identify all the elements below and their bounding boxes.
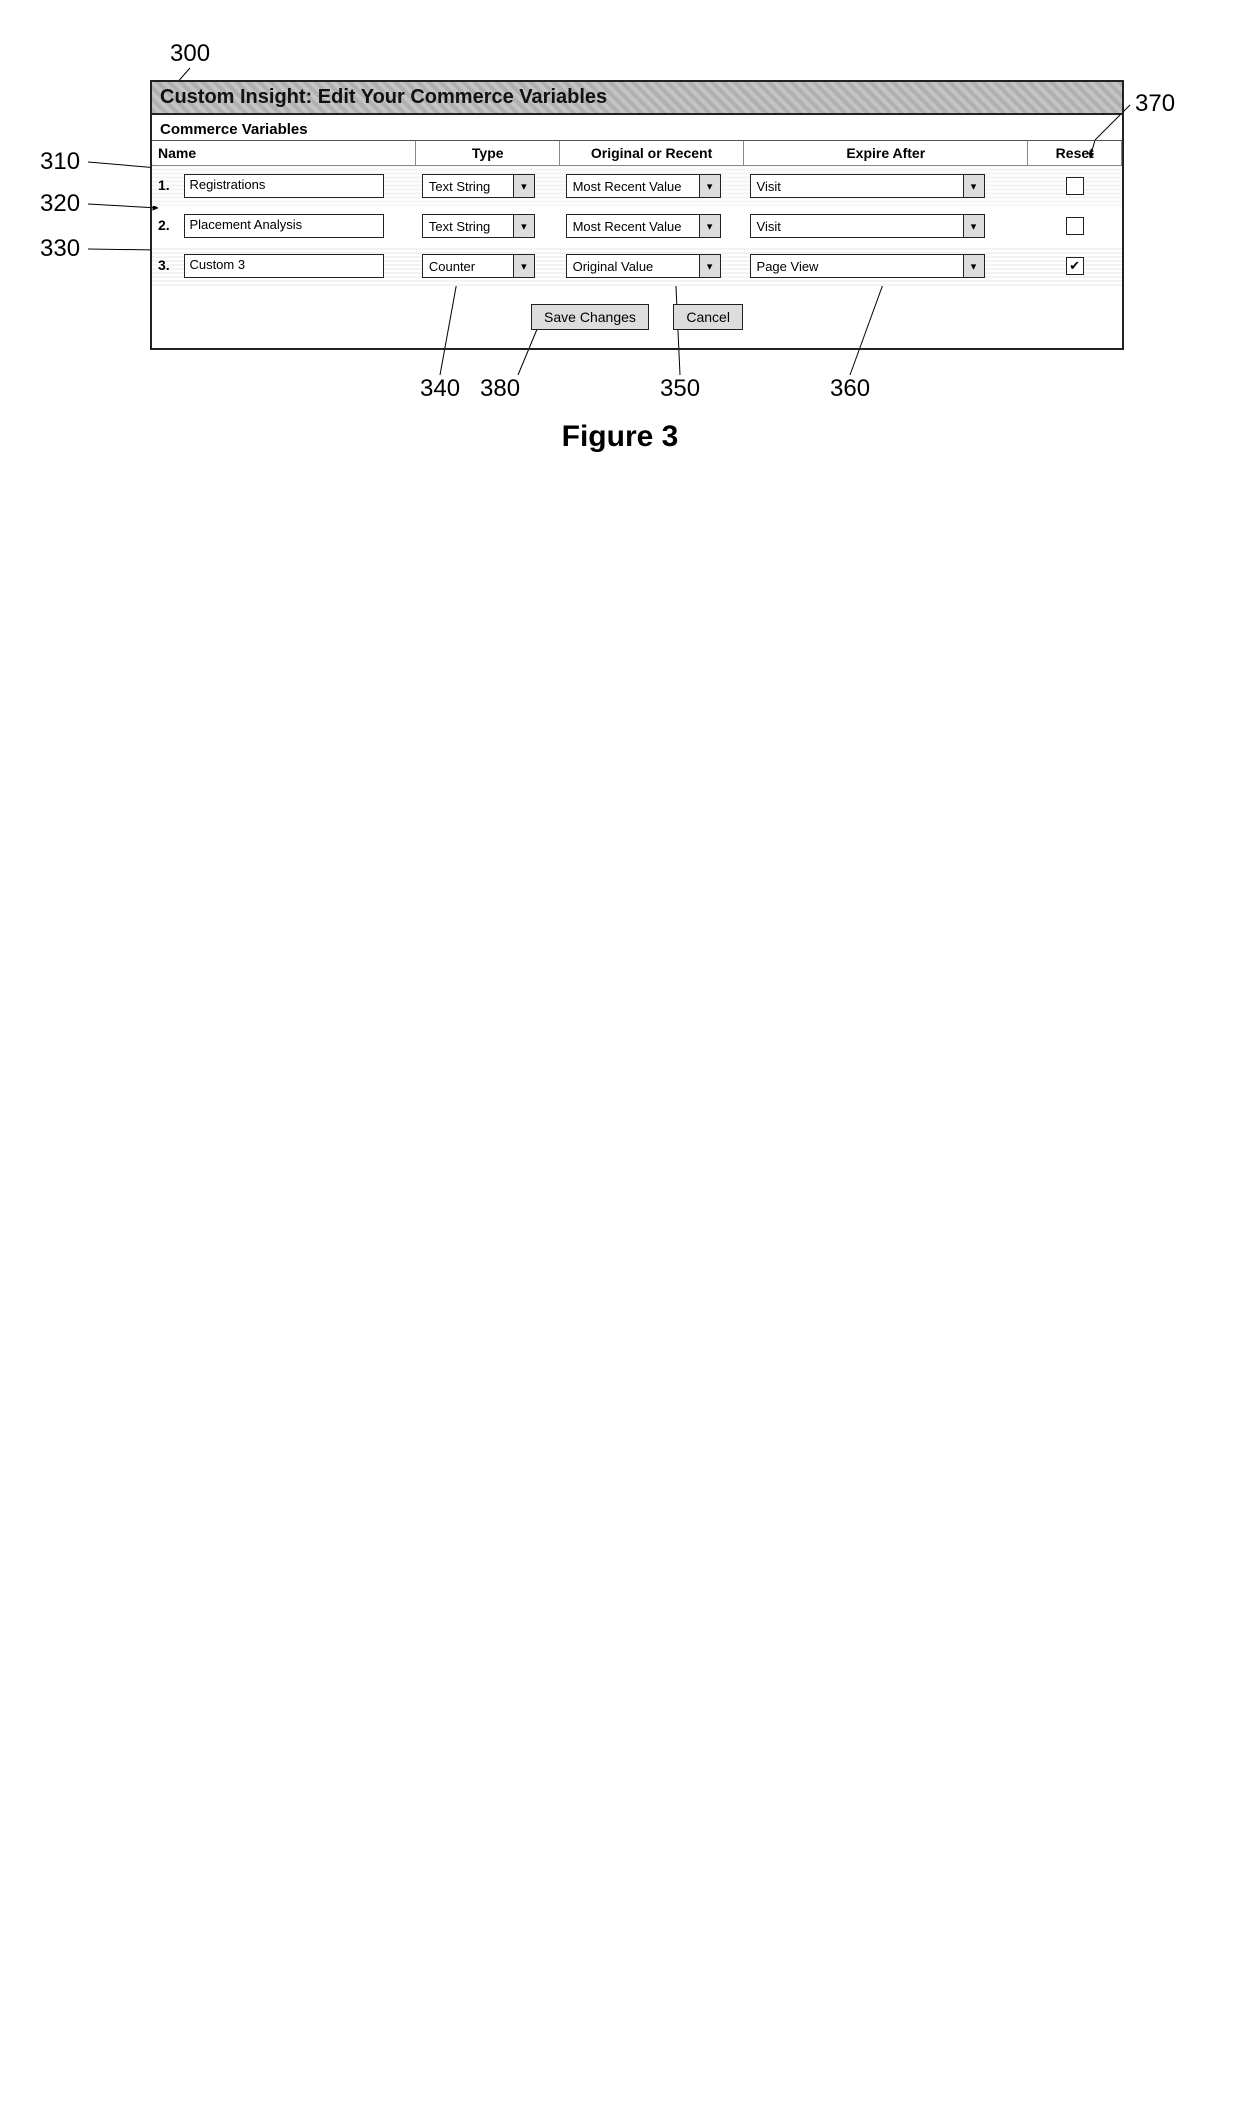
cancel-button[interactable]: Cancel — [673, 304, 743, 330]
chevron-down-icon: ▾ — [513, 215, 534, 237]
chevron-down-icon: ▾ — [513, 255, 534, 277]
expire-select-value: Visit — [751, 175, 963, 197]
expire-select[interactable]: Visit ▾ — [750, 214, 985, 238]
name-input[interactable]: Placement Analysis — [184, 214, 384, 238]
col-type: Type — [416, 141, 560, 166]
col-reset: Reset — [1028, 141, 1122, 166]
row-number: 2. — [158, 217, 180, 233]
ref-330: 330 — [40, 235, 80, 263]
chevron-down-icon: ▾ — [699, 175, 720, 197]
button-row: Save Changes Cancel — [152, 286, 1122, 348]
row-number: 3. — [158, 257, 180, 273]
chevron-down-icon: ▾ — [963, 175, 984, 197]
chevron-down-icon: ▾ — [513, 175, 534, 197]
orig-select-value: Original Value — [567, 255, 699, 277]
panel-title: Custom Insight: Edit Your Commerce Varia… — [152, 82, 1122, 115]
save-button[interactable]: Save Changes — [531, 304, 649, 330]
ref-340: 340 — [420, 375, 460, 403]
ref-370: 370 — [1135, 90, 1175, 118]
ref-300: 300 — [170, 40, 210, 68]
table-row: 1. Registrations Text String ▾ Most Rece… — [152, 166, 1122, 207]
table-row: 2. Placement Analysis Text String ▾ Most… — [152, 206, 1122, 246]
section-title: Commerce Variables — [152, 115, 1122, 141]
chevron-down-icon: ▾ — [963, 215, 984, 237]
expire-select[interactable]: Page View ▾ — [750, 254, 985, 278]
col-orig: Original or Recent — [560, 141, 744, 166]
reset-checkbox[interactable] — [1066, 177, 1084, 195]
name-input[interactable]: Custom 3 — [184, 254, 384, 278]
expire-select[interactable]: Visit ▾ — [750, 174, 985, 198]
panel: Custom Insight: Edit Your Commerce Varia… — [150, 80, 1124, 350]
ref-360: 360 — [830, 375, 870, 403]
col-expire: Expire After — [744, 141, 1028, 166]
chevron-down-icon: ▾ — [699, 255, 720, 277]
ref-350: 350 — [660, 375, 700, 403]
figure-wrapper: 300 310 320 330 340 380 350 360 370 — [40, 40, 1200, 350]
reset-checkbox[interactable]: ✔ — [1066, 257, 1084, 275]
orig-select-value: Most Recent Value — [567, 175, 699, 197]
name-input[interactable]: Registrations — [184, 174, 384, 198]
type-select[interactable]: Counter ▾ — [422, 254, 535, 278]
ref-320: 320 — [40, 190, 80, 218]
expire-select-value: Visit — [751, 215, 963, 237]
row-number: 1. — [158, 177, 180, 193]
orig-select-value: Most Recent Value — [567, 215, 699, 237]
type-select-value: Text String — [423, 175, 513, 197]
chevron-down-icon: ▾ — [963, 255, 984, 277]
chevron-down-icon: ▾ — [699, 215, 720, 237]
figure-caption: Figure 3 — [40, 420, 1200, 454]
table-row: 3. Custom 3 Counter ▾ Original Value ▾ — [152, 246, 1122, 286]
variables-table: Name Type Original or Recent Expire Afte… — [152, 141, 1122, 286]
original-recent-select[interactable]: Original Value ▾ — [566, 254, 721, 278]
original-recent-select[interactable]: Most Recent Value ▾ — [566, 174, 721, 198]
reset-checkbox[interactable] — [1066, 217, 1084, 235]
type-select[interactable]: Text String ▾ — [422, 214, 535, 238]
expire-select-value: Page View — [751, 255, 963, 277]
type-select[interactable]: Text String ▾ — [422, 174, 535, 198]
ref-310: 310 — [40, 148, 80, 176]
original-recent-select[interactable]: Most Recent Value ▾ — [566, 214, 721, 238]
ref-380: 380 — [480, 375, 520, 403]
col-name: Name — [152, 141, 416, 166]
type-select-value: Text String — [423, 215, 513, 237]
type-select-value: Counter — [423, 255, 513, 277]
